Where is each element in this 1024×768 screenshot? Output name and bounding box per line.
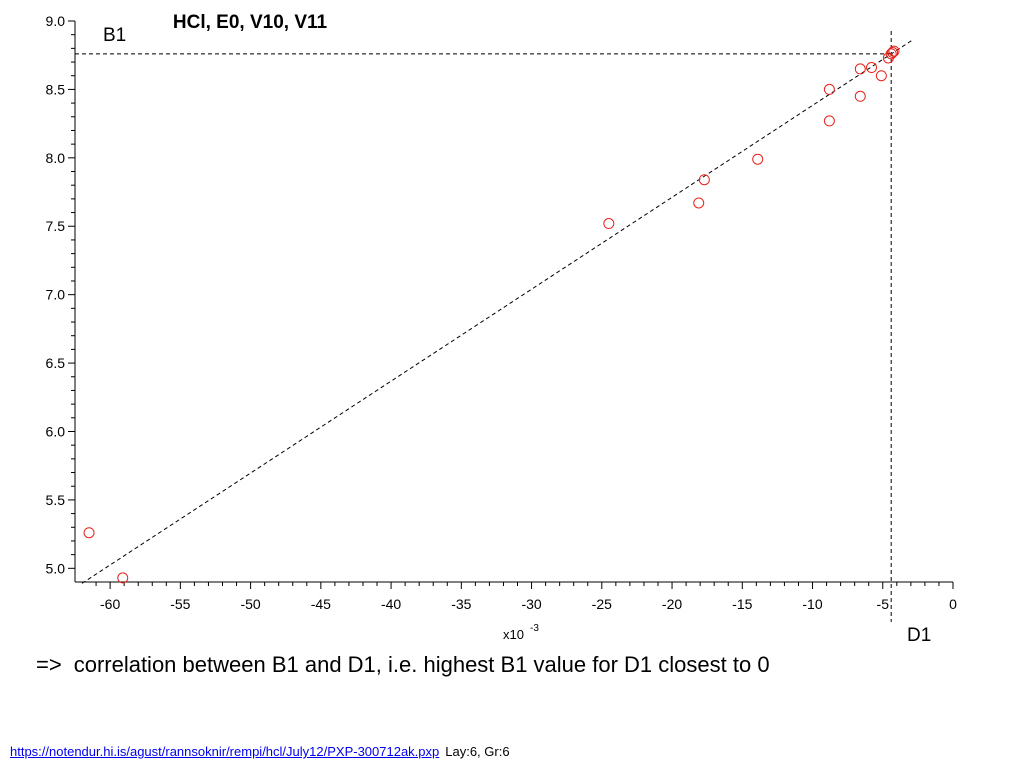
x-tick-label: -50 — [240, 596, 260, 612]
data-point — [752, 153, 764, 165]
data-point — [117, 572, 129, 584]
x-tick-label: 0 — [949, 596, 957, 612]
x-tick-label: -15 — [732, 596, 752, 612]
y-tick-label: 5.5 — [46, 492, 66, 508]
x-multiplier-label: x10 — [503, 627, 524, 642]
x-tick-label: -10 — [802, 596, 822, 612]
data-point — [83, 527, 95, 539]
x-tick-label: -5 — [877, 596, 890, 612]
footer: https://notendur.hi.is/agust/rannsoknir/… — [10, 744, 510, 759]
y-tick-label: 6.5 — [46, 355, 66, 371]
data-point — [866, 62, 878, 74]
caption: => correlation between B1 and D1, i.e. hi… — [36, 652, 770, 678]
x-tick-label: -25 — [592, 596, 612, 612]
data-point — [693, 197, 705, 209]
data-point — [854, 63, 866, 75]
chart-title: HCl, E0, V10, V11 — [173, 12, 328, 33]
x-multiplier-exponent: -3 — [530, 623, 539, 634]
caption-arrow: => — [36, 652, 62, 677]
data-point — [823, 115, 835, 127]
y-tick-label: 8.0 — [46, 150, 66, 166]
reference-lines — [75, 31, 895, 622]
data-point — [603, 218, 615, 230]
data-point — [885, 48, 897, 60]
y-tick-label: 8.5 — [46, 81, 66, 97]
fit-line — [81, 39, 913, 584]
x-tick-label: -35 — [451, 596, 471, 612]
data-point — [887, 46, 899, 58]
axes: -60 -55 -50 -45 -40 -35 -30 -25 -20 -15 -10 -5 05.05… — [46, 13, 958, 612]
data-point — [854, 90, 866, 102]
y-tick-label: 7.5 — [46, 218, 66, 234]
y-tick-label: 9.0 — [46, 13, 66, 29]
scatter-chart: -60 -55 -50 -45 -40 -35 -30 -25 -20 -15 -10 -5 05.05… — [46, 12, 958, 646]
x-tick-label: -55 — [170, 596, 190, 612]
x-tick-label: -45 — [311, 596, 331, 612]
fit-line-layer — [81, 39, 913, 584]
y-tick-label: 6.0 — [46, 423, 66, 439]
data-point — [698, 174, 710, 186]
x-axis-label: D1 — [907, 625, 931, 646]
y-tick-label: 5.0 — [46, 560, 66, 576]
x-tick-label: -30 — [521, 596, 541, 612]
source-file-link[interactable]: https://notendur.hi.is/agust/rannsoknir/… — [10, 744, 440, 759]
data-point — [823, 83, 835, 95]
chart-labels: HCl, E0, V10, V11 B1 D1 x10 -3 — [103, 12, 931, 646]
y-axis-label: B1 — [103, 25, 126, 46]
x-tick-label: -40 — [381, 596, 401, 612]
x-tick-label: -20 — [662, 596, 682, 612]
data-point — [888, 45, 900, 57]
layout-info: Lay:6, Gr:6 — [445, 744, 510, 759]
y-tick-label: 7.0 — [46, 287, 66, 303]
data-points — [83, 45, 900, 584]
data-point — [875, 70, 887, 82]
x-tick-label: -60 — [100, 596, 120, 612]
caption-text: correlation between B1 and D1, i.e. high… — [73, 652, 770, 677]
